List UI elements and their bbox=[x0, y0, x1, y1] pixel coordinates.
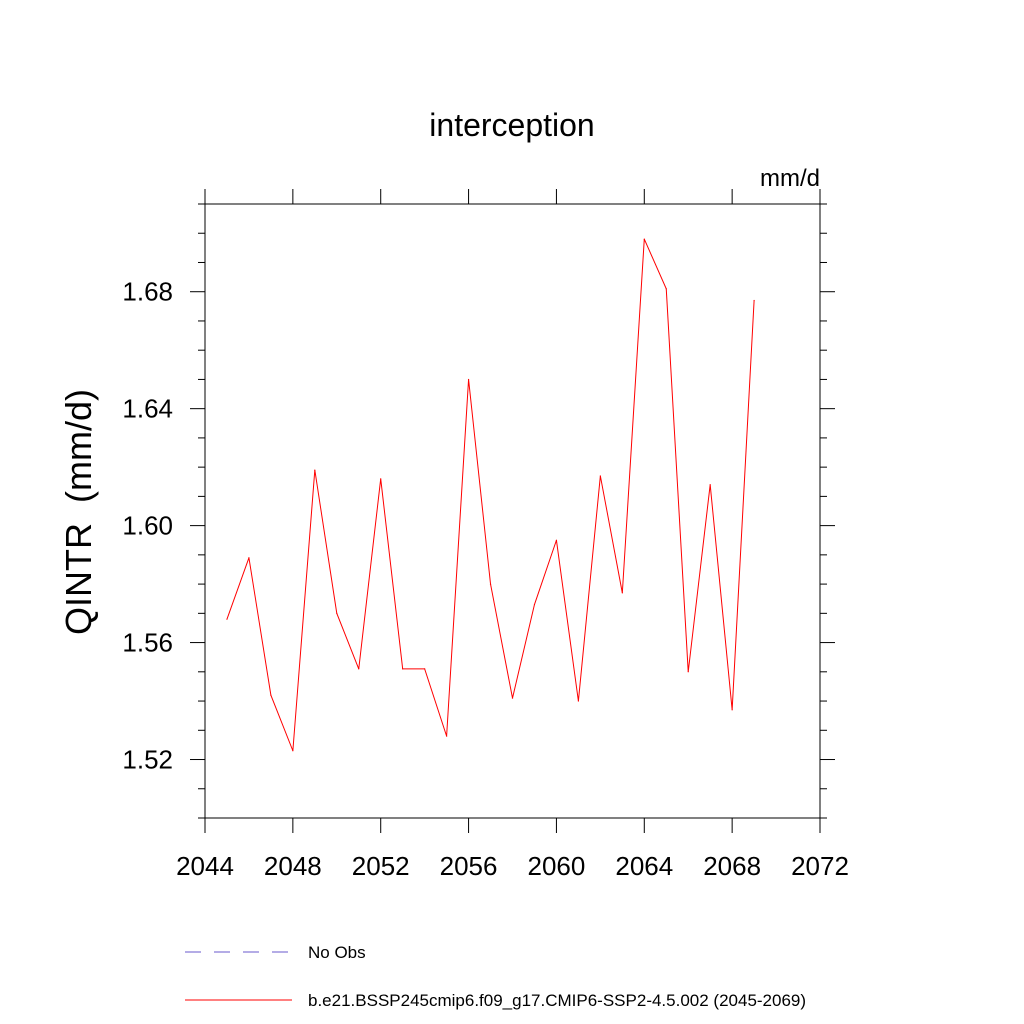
series-line bbox=[226, 238, 755, 751]
legend-label: No Obs bbox=[308, 943, 366, 962]
data-point bbox=[467, 378, 470, 381]
legend-label: b.e21.BSSP245cmip6.f09_g17.CMIP6-SSP2-4.… bbox=[308, 991, 806, 1010]
y-tick-label: 1.60 bbox=[122, 511, 173, 541]
data-point bbox=[621, 592, 623, 594]
data-point bbox=[599, 475, 601, 477]
x-tick-label: 2056 bbox=[440, 851, 498, 881]
data-point bbox=[226, 618, 228, 620]
data-point bbox=[665, 288, 667, 290]
data-point bbox=[687, 671, 689, 673]
plot-frame bbox=[204, 203, 821, 819]
y-tick-label: 1.56 bbox=[122, 628, 173, 658]
data-point bbox=[533, 603, 536, 606]
data-series bbox=[226, 238, 755, 752]
data-point bbox=[577, 700, 579, 702]
data-point bbox=[380, 478, 382, 480]
data-point bbox=[292, 750, 294, 752]
data-point bbox=[424, 668, 426, 670]
data-point bbox=[709, 484, 711, 486]
data-point bbox=[753, 299, 755, 302]
data-point bbox=[555, 539, 558, 541]
data-point bbox=[489, 583, 492, 585]
data-point bbox=[248, 557, 250, 559]
data-point bbox=[643, 238, 645, 240]
data-point bbox=[511, 697, 514, 699]
x-tick-label: 2068 bbox=[703, 851, 761, 881]
x-tick-label: 2044 bbox=[176, 851, 234, 881]
x-tick-label: 2064 bbox=[615, 851, 673, 881]
units-label: mm/d bbox=[760, 165, 820, 192]
data-point bbox=[358, 668, 360, 670]
y-tick-label: 1.52 bbox=[122, 745, 173, 775]
data-point bbox=[446, 735, 448, 737]
y-tick-label: 1.64 bbox=[122, 394, 173, 424]
data-point bbox=[731, 709, 733, 711]
y-axis-label: QINTR (mm/d) bbox=[58, 389, 99, 635]
x-tick-label: 2048 bbox=[264, 851, 322, 881]
x-tick-label: 2060 bbox=[528, 851, 586, 881]
data-point bbox=[402, 668, 404, 670]
data-point bbox=[336, 612, 338, 614]
axis-tick-labels: 2044 2048 2052 2056 2060 2064 2068 2072 1.52 1.56… bbox=[122, 277, 849, 881]
data-point bbox=[314, 469, 316, 471]
x-tick-label: 2072 bbox=[791, 851, 849, 881]
data-point bbox=[270, 694, 272, 696]
y-tick-label: 1.68 bbox=[122, 277, 173, 307]
axis-ticks bbox=[190, 189, 835, 833]
chart-title: interception bbox=[429, 107, 594, 143]
legend: No Obs b.e21.BSSP245cmip6.f09_g17.CMIP6-S… bbox=[185, 943, 806, 1010]
x-tick-label: 2052 bbox=[352, 851, 410, 881]
